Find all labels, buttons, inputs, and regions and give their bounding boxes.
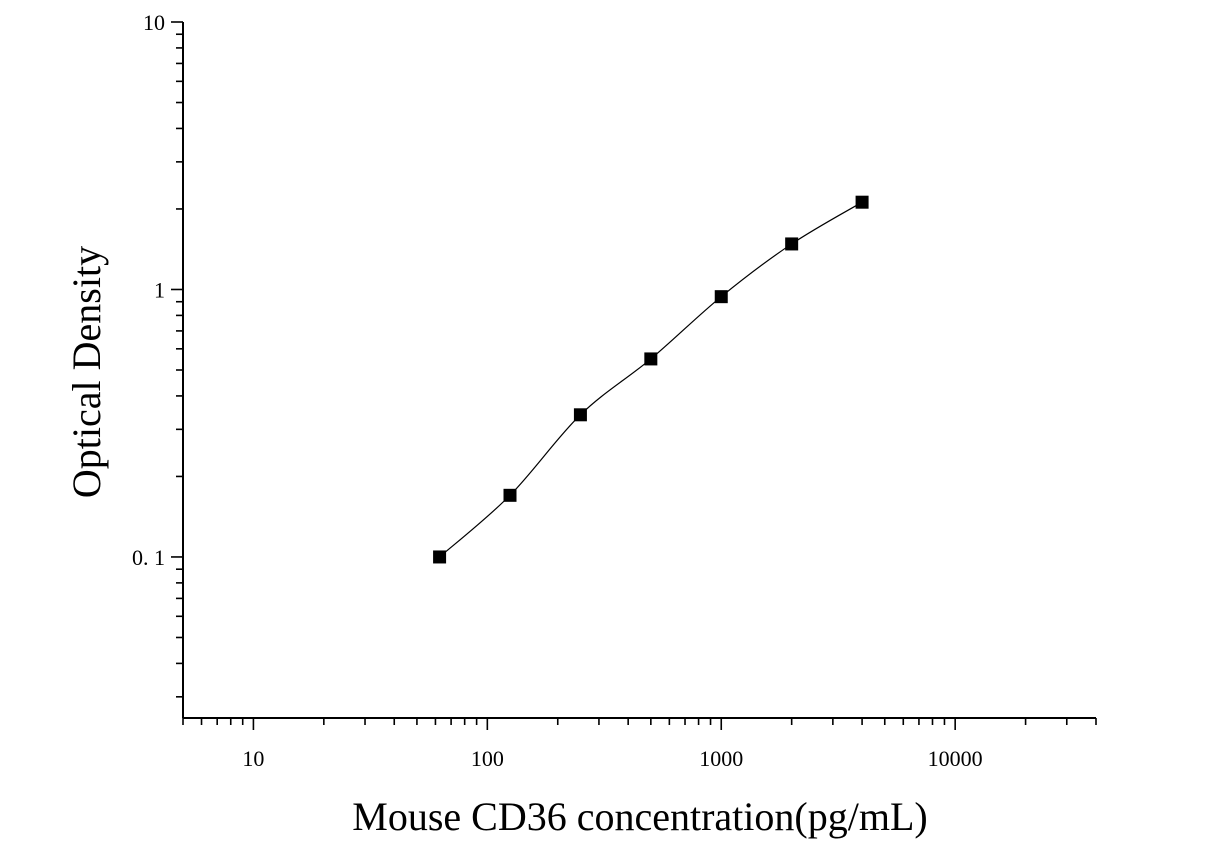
data-point-square bbox=[433, 550, 447, 564]
data-point-square bbox=[855, 195, 869, 209]
x-tick-label: 1000 bbox=[699, 746, 743, 771]
x-axis-title: Mouse CD36 concentration(pg/mL) bbox=[352, 794, 927, 839]
y-tick-label: 0. 1 bbox=[132, 545, 165, 570]
y-tick-label: 10 bbox=[143, 10, 165, 35]
fit-curve bbox=[439, 201, 863, 558]
x-tick-label: 100 bbox=[471, 746, 504, 771]
data-point-square bbox=[644, 352, 658, 366]
x-tick-label: 10 bbox=[242, 746, 264, 771]
data-point-square bbox=[785, 237, 799, 251]
y-tick-label: 1 bbox=[154, 277, 165, 302]
x-tick-label: 10000 bbox=[928, 746, 983, 771]
data-point-square bbox=[503, 488, 517, 502]
y-axis-title: Optical Density bbox=[64, 246, 109, 498]
tick-labels: 10 100 1000 10000 0. 1 1 10 bbox=[132, 10, 983, 771]
axes bbox=[171, 21, 1097, 730]
data-point-square bbox=[714, 290, 728, 304]
data-points bbox=[433, 195, 869, 564]
data-point-square bbox=[573, 408, 587, 422]
fit-curve-layer bbox=[439, 201, 863, 558]
